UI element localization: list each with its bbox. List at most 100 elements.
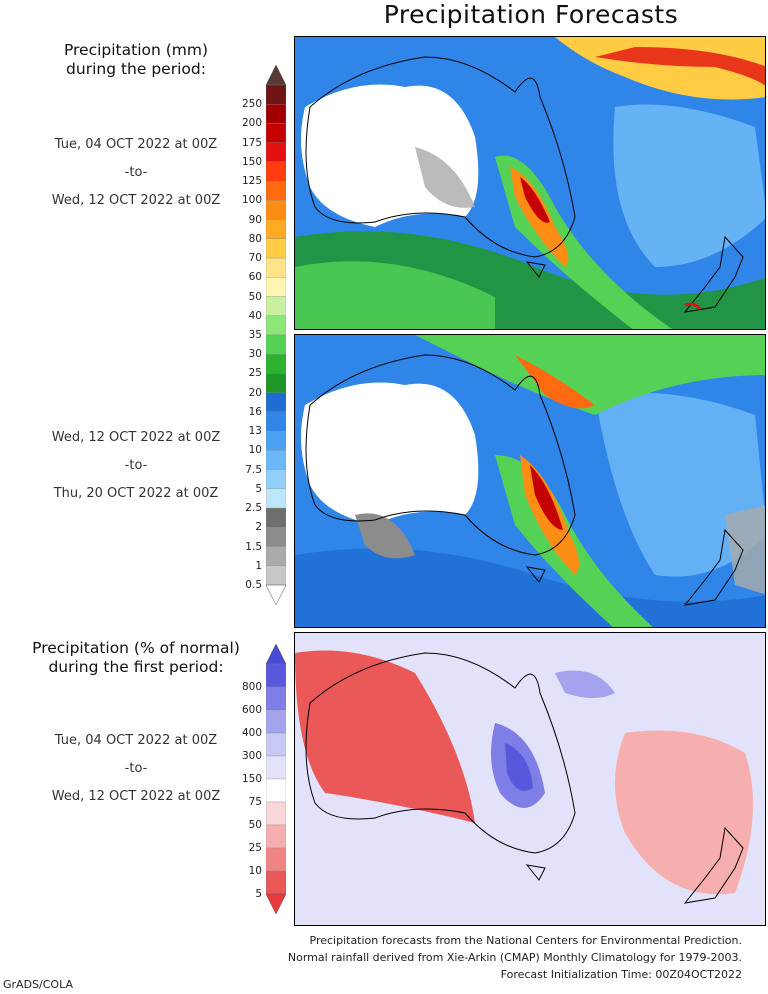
amount-colorbar-tick-label: 150 — [241, 155, 262, 168]
amount-colorbar-tick-label: 60 — [248, 271, 262, 284]
amount-colorbar-swatch — [265, 181, 287, 201]
amount-colorbar-swatch — [265, 354, 287, 374]
pct-legend-heading-line1: Precipitation (% of normal) — [32, 639, 240, 657]
amount-legend-heading-line1: Precipitation (mm) — [63, 41, 209, 59]
pct-colorbar-tick-label: 25 — [248, 842, 262, 854]
amount-colorbar-swatch — [265, 277, 287, 297]
pct-colorbar-swatch — [265, 755, 287, 780]
period1-sep: -to- — [124, 165, 148, 180]
amount-colorbar-tick-label: 125 — [241, 175, 262, 188]
pct-colorbar-swatch — [265, 686, 287, 711]
map-period2-graphic — [295, 335, 765, 627]
amount-colorbar-swatch — [265, 315, 287, 336]
amount-colorbar-swatch — [265, 104, 287, 124]
pct-colorbar-swatch — [265, 732, 287, 757]
period2-end: Thu, 20 OCT 2022 at 00Z — [53, 486, 219, 501]
map-period2 — [294, 334, 766, 628]
pct-legend-heading-line2: during the first period: — [48, 658, 224, 676]
amount-colorbar-tick-label: 30 — [248, 348, 262, 361]
page-title: Precipitation Forecasts — [383, 0, 679, 29]
amount-colorbar-swatch — [265, 488, 287, 509]
amount-colorbar-tick-label: 175 — [241, 136, 262, 149]
pct-colorbar-tick-label: 50 — [248, 819, 262, 831]
period3-sep: -to- — [124, 761, 148, 776]
period2-start: Wed, 12 OCT 2022 at 00Z — [51, 430, 221, 445]
amount-colorbar-swatch — [265, 238, 287, 259]
pct-colorbar-tick-label: 75 — [248, 796, 262, 808]
amount-colorbar-bottom-arrow — [265, 584, 287, 606]
amount-colorbar-swatch — [265, 527, 287, 547]
amount-colorbar-tick-label: 1.5 — [245, 540, 262, 553]
footer: Precipitation forecasts from the Nationa… — [288, 932, 742, 983]
footer-line3: Forecast Initialization Time: 00Z04OCT20… — [500, 968, 742, 981]
amount-colorbar-swatch — [265, 142, 287, 163]
amount-colorbar-tick-label: 50 — [248, 290, 262, 303]
amount-colorbar-top-arrow — [265, 64, 287, 86]
pct-colorbar-tick-label: 150 — [241, 773, 262, 785]
pct-colorbar-tick-label: 5 — [255, 888, 262, 900]
amount-colorbar-swatch — [265, 507, 287, 528]
pct-colorbar-bottom-arrow — [265, 893, 287, 915]
amount-colorbar-swatch — [265, 296, 287, 316]
period1-end: Wed, 12 OCT 2022 at 00Z — [51, 193, 221, 208]
amount-colorbar-tick-label: 35 — [248, 329, 262, 341]
map-period1 — [294, 36, 766, 330]
pct-legend-heading: Precipitation (% of normal) during the f… — [0, 639, 272, 677]
amount-colorbar-swatch — [265, 546, 287, 566]
amount-colorbar-tick-label: 2.5 — [245, 502, 262, 515]
pct-colorbar-tick-label: 600 — [241, 704, 262, 716]
amount-colorbar-tick-label: 16 — [248, 405, 262, 418]
amount-colorbar-swatch — [265, 219, 287, 239]
amount-colorbar-swatch — [265, 200, 287, 220]
credit: GrADS/COLA — [3, 978, 73, 991]
pct-colorbar-tick-label: 800 — [241, 681, 262, 693]
map-percent-normal — [294, 632, 766, 926]
pct-colorbar-ticks: 800 600 400 300 150 75 50 25 10 5 — [226, 644, 262, 914]
pct-colorbar-graphic — [265, 643, 287, 915]
amount-colorbar-tick-label: 2 — [255, 521, 262, 534]
amount-colorbar-swatch — [265, 84, 287, 105]
amount-colorbar-tick-label: 90 — [248, 213, 262, 226]
amount-colorbar-swatch — [265, 411, 287, 432]
amount-colorbar-tick-label: 1 — [255, 559, 262, 572]
amount-colorbar-tick-label: 40 — [248, 309, 262, 322]
amount-legend-heading-line2: during the period: — [66, 60, 206, 78]
amount-colorbar-swatch — [265, 450, 287, 470]
pct-colorbar-top-arrow — [265, 643, 287, 665]
amount-colorbar-tick-label: 80 — [248, 232, 262, 245]
period2-sep: -to- — [124, 458, 148, 473]
pct-colorbar-swatch — [265, 870, 287, 895]
period3-start: Tue, 04 OCT 2022 at 00Z — [54, 733, 218, 748]
amount-colorbar-swatch — [265, 161, 287, 182]
amount-colorbar-swatch — [265, 373, 287, 393]
period3-end: Wed, 12 OCT 2022 at 00Z — [51, 789, 221, 804]
period2-label: Wed, 12 OCT 2022 at 00Z -to- Thu, 20 OCT… — [0, 424, 272, 508]
amount-colorbar-tick-label: 70 — [248, 252, 262, 265]
map-period1-graphic — [295, 37, 765, 329]
amount-colorbar-swatch — [265, 123, 287, 143]
amount-colorbar-tick-label: 100 — [241, 194, 262, 207]
pct-colorbar-swatch — [265, 663, 287, 688]
pct-colorbar-tick-label: 400 — [241, 727, 262, 739]
amount-colorbar-swatch — [265, 257, 287, 278]
footer-line2: Normal rainfall derived from Xie-Arkin (… — [287, 951, 742, 964]
pct-colorbar-swatch — [265, 847, 287, 872]
amount-colorbar-graphic — [265, 64, 287, 606]
amount-colorbar-swatch — [265, 565, 287, 586]
pct-colorbar-swatch — [265, 778, 287, 803]
pct-colorbar-tick-label: 300 — [241, 750, 262, 762]
amount-colorbar-tick-label: 25 — [248, 367, 262, 380]
amount-legend-heading: Precipitation (mm) during the period: — [0, 41, 272, 79]
period1-label: Tue, 04 OCT 2022 at 00Z -to- Wed, 12 OCT… — [0, 131, 272, 215]
pct-colorbar-swatch — [265, 709, 287, 734]
amount-colorbar — [265, 64, 287, 606]
amount-colorbar-tick-label: 250 — [241, 98, 262, 111]
amount-colorbar-tick-label: 10 — [248, 444, 262, 457]
amount-colorbar-ticks: 250 200 175 150 125 100 90 80 70 60 50 40 35 30 25 20 16… — [226, 65, 262, 605]
amount-colorbar-swatch — [265, 334, 287, 355]
amount-colorbar-swatch — [265, 392, 287, 413]
amount-colorbar-swatch — [265, 469, 287, 489]
footer-line1: Precipitation forecasts from the Nationa… — [309, 934, 743, 947]
amount-colorbar-tick-label: 0.5 — [245, 579, 262, 591]
amount-colorbar-tick-label: 20 — [248, 386, 262, 399]
